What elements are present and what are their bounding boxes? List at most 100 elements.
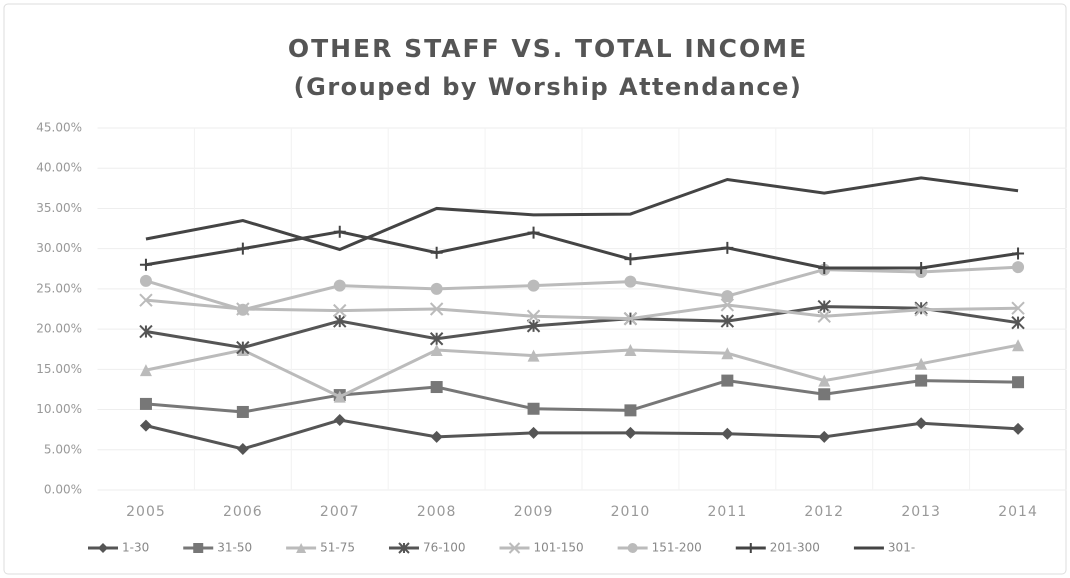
- marker: [139, 324, 153, 339]
- marker: [721, 241, 734, 254]
- marker: [720, 298, 735, 312]
- x-tick-label: 2009: [514, 504, 554, 520]
- marker: [139, 419, 152, 432]
- series-line: [145, 418, 1019, 451]
- legend-label: 201-300: [770, 541, 820, 555]
- marker: [236, 405, 249, 418]
- marker: [818, 388, 831, 401]
- marker: [333, 314, 347, 328]
- marker: [398, 542, 410, 554]
- marker: [527, 349, 540, 362]
- series-line: [145, 379, 1019, 414]
- marker: [624, 344, 637, 357]
- x-tick-label: 2012: [804, 504, 844, 520]
- marker: [333, 279, 346, 292]
- x-tick-label: 2005: [126, 504, 166, 520]
- legend-label: 301-: [888, 541, 915, 555]
- marker: [624, 253, 637, 266]
- marker: [526, 319, 541, 333]
- marker: [721, 347, 734, 360]
- marker: [296, 543, 307, 553]
- x-tick-label: 2011: [708, 504, 748, 520]
- marker: [1012, 261, 1025, 274]
- legend-label: 76-100: [423, 541, 466, 555]
- marker: [1011, 301, 1025, 315]
- marker: [915, 357, 928, 370]
- marker: [817, 299, 831, 314]
- marker: [430, 246, 443, 259]
- marker: [624, 404, 637, 417]
- marker: [139, 397, 152, 410]
- marker: [193, 543, 204, 553]
- marker: [721, 427, 734, 440]
- marker: [914, 301, 928, 315]
- marker: [817, 309, 831, 323]
- legend-label: 151-200: [652, 541, 702, 555]
- marker: [236, 442, 249, 455]
- y-tick-label: 45.00%: [36, 121, 82, 135]
- x-tick-label: 2007: [320, 504, 360, 520]
- marker: [818, 261, 831, 274]
- y-tick-label: 15.00%: [36, 362, 82, 376]
- y-tick-label: 20.00%: [36, 322, 82, 336]
- marker: [1012, 247, 1025, 260]
- marker: [1012, 376, 1025, 389]
- legend-label: 31-50: [217, 541, 252, 555]
- chart-title: OTHER STAFF VS. TOTAL INCOME: [288, 34, 808, 63]
- series-line: [145, 176, 1019, 252]
- marker: [527, 426, 540, 439]
- y-tick-label: 5.00%: [44, 442, 82, 456]
- marker: [818, 430, 831, 443]
- marker: [333, 225, 346, 238]
- chart-subtitle: (Grouped by Worship Attendance): [294, 73, 803, 101]
- marker: [915, 374, 928, 387]
- marker: [139, 293, 153, 307]
- marker: [1012, 422, 1025, 435]
- y-tick-label: 0.00%: [44, 483, 82, 497]
- y-tick-label: 35.00%: [36, 201, 82, 215]
- y-tick-label: 30.00%: [36, 241, 82, 255]
- marker: [333, 303, 347, 318]
- marker: [818, 374, 831, 387]
- y-tick-label: 40.00%: [36, 161, 82, 175]
- marker: [720, 314, 735, 328]
- series-line: [145, 230, 1019, 270]
- marker: [508, 542, 521, 554]
- marker: [527, 279, 540, 292]
- y-tick-label: 25.00%: [36, 281, 82, 295]
- x-tick-label: 2006: [223, 504, 263, 520]
- marker: [139, 274, 152, 287]
- marker: [527, 402, 540, 415]
- series-line: [145, 343, 1019, 399]
- marker: [236, 340, 250, 355]
- marker: [627, 543, 638, 553]
- series-line: [145, 298, 1019, 321]
- marker: [98, 543, 108, 553]
- legend-label: 101-150: [534, 541, 584, 555]
- marker: [721, 374, 734, 387]
- y-tick-label: 10.00%: [36, 402, 82, 416]
- marker: [429, 332, 444, 346]
- marker: [430, 430, 443, 443]
- marker: [623, 311, 638, 326]
- x-tick-label: 2010: [611, 504, 651, 520]
- marker: [914, 303, 928, 317]
- marker: [624, 275, 637, 288]
- marker: [624, 426, 637, 439]
- marker: [1012, 339, 1025, 352]
- marker: [333, 390, 346, 403]
- marker: [429, 302, 444, 316]
- x-tick-label: 2013: [901, 504, 941, 520]
- marker: [745, 543, 756, 553]
- marker: [915, 417, 928, 430]
- legend-label: 51-75: [320, 541, 355, 555]
- marker: [526, 309, 541, 323]
- marker: [527, 226, 540, 239]
- marker: [236, 303, 249, 316]
- series-line: [145, 265, 1019, 312]
- marker: [333, 414, 346, 427]
- marker: [915, 261, 928, 274]
- x-tick-label: 2014: [998, 504, 1038, 520]
- marker: [430, 282, 443, 295]
